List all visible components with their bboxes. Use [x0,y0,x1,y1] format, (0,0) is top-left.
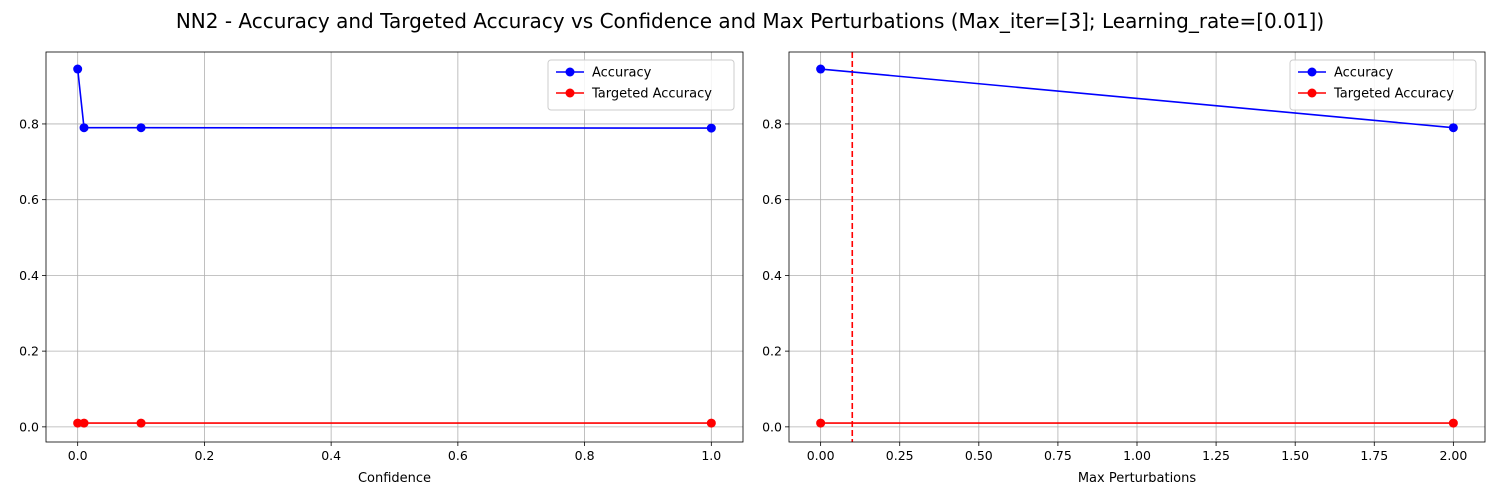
data-point-accuracy [1448,123,1458,133]
data-point-targeted-accuracy [1448,418,1458,428]
x-axis-label: Confidence [358,471,431,486]
data-point-targeted-accuracy [73,418,83,428]
x-tick-label: 0.50 [965,448,993,463]
legend-label-targeted-accuracy: Targeted Accuracy [591,87,712,102]
y-tick-label: 0.4 [19,268,39,283]
x-tick-label: 1.00 [1123,448,1151,463]
chart-panel-1: 0.0 0.2 0.4 0.6 0.8 1.0 0.0 0.2 0.4 0.6 0.8 Confide… [19,51,744,486]
y-tick-label: 0.8 [19,116,39,131]
x-tick-label: 0.6 [448,448,468,463]
legend-marker-accuracy [1307,67,1317,77]
panels: 0.0 0.2 0.4 0.6 0.8 1.0 0.0 0.2 0.4 0.6 0.8 Confide… [19,51,1486,486]
data-point-accuracy [816,64,826,74]
plot-frame [45,51,744,443]
legend-marker-targeted-accuracy [1307,88,1317,98]
x-tick-label: 1.50 [1281,448,1309,463]
y-tick-label: 0.6 [19,192,39,207]
x-tick-label: 1.75 [1360,448,1388,463]
legend-marker-targeted-accuracy [565,88,575,98]
legend-box [1289,59,1477,111]
x-tick-label: 0.75 [1044,448,1072,463]
data-point-accuracy [73,64,83,74]
figure-title: NN2 - Accuracy and Targeted Accuracy vs … [176,9,1324,33]
y-tick-label: 0.0 [762,419,782,434]
x-tick-label: 0.2 [194,448,214,463]
x-tick-label: 0.4 [321,448,341,463]
data-point-accuracy [79,123,89,133]
y-tick-label: 0.6 [762,192,782,207]
y-tick-label: 0.8 [762,116,782,131]
x-tick-label: 1.25 [1202,448,1230,463]
data-point-accuracy [136,123,146,133]
plot-frame [788,51,1486,443]
x-tick-label: 1.0 [701,448,721,463]
x-tick-label: 0.8 [575,448,595,463]
data-point-targeted-accuracy [816,418,826,428]
data-point-targeted-accuracy [706,418,716,428]
legend-label-accuracy: Accuracy [1334,66,1394,81]
x-tick-label: 0.00 [807,448,835,463]
y-tick-label: 0.4 [762,268,782,283]
data-point-targeted-accuracy [136,418,146,428]
data-point-accuracy [706,123,716,133]
y-tick-label: 0.2 [762,344,782,359]
x-tick-label: 0.25 [886,448,914,463]
y-tick-label: 0.0 [19,419,39,434]
data-point-targeted-accuracy [79,418,89,428]
y-tick-label: 0.2 [19,344,39,359]
legend-label-targeted-accuracy: Targeted Accuracy [1333,87,1454,102]
series-line-accuracy [820,68,1454,129]
chart-panel-2: 0.00 0.25 0.50 0.75 1.00 1.25 1.50 1.75 2.00 0.0 0… [762,51,1486,486]
x-tick-label: 0.0 [68,448,88,463]
legend-label-accuracy: Accuracy [592,66,652,81]
x-tick-label: 2.00 [1439,448,1467,463]
x-axis-label: Max Perturbations [1078,471,1197,486]
series-line-accuracy [76,68,712,129]
legend-box [547,59,735,111]
legend-marker-accuracy [565,67,575,77]
